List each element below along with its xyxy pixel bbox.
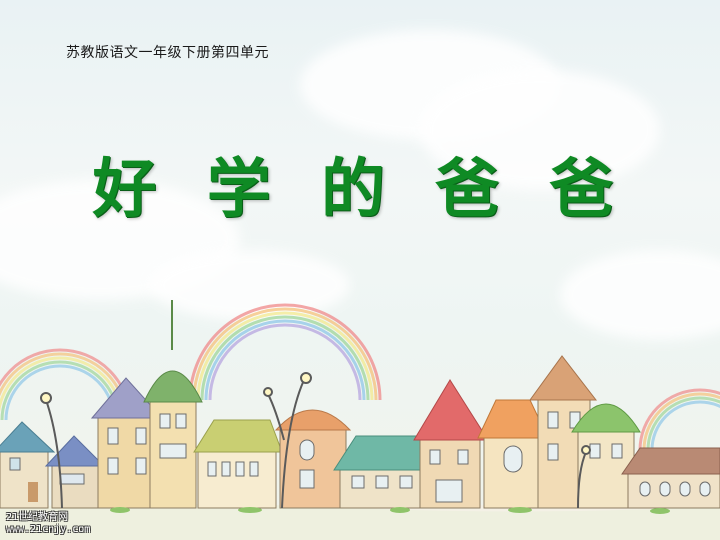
cloud-icon [150, 250, 350, 320]
house-icon [193, 419, 283, 509]
rainbow-icon [188, 303, 382, 401]
street-lamp-icon [40, 392, 63, 509]
rainbow-icon [638, 388, 720, 451]
house-icon [333, 435, 437, 509]
watermark: 21世纪教育网 www.21cnjy.com [6, 512, 90, 536]
house-icon [274, 409, 352, 509]
slide-title: 好 学 的 爸 爸 [92, 153, 628, 227]
street-lamp-icon [577, 445, 591, 509]
house-icon [0, 421, 56, 509]
cloud-icon [420, 70, 660, 190]
house-icon [143, 300, 203, 509]
house-icon [413, 379, 489, 509]
watermark-line1: 21世纪教育网 [6, 512, 69, 523]
cloud-icon [560, 250, 720, 340]
watermark-line2: www.21cnjy.com [6, 524, 91, 535]
street-lamp-icon [263, 372, 312, 509]
house-icon [44, 435, 106, 509]
grass-decoration [110, 507, 670, 514]
house-icon [621, 447, 720, 509]
house-icon [477, 399, 549, 509]
slide-subtitle: 苏教版语文一年级下册第四单元 [66, 45, 269, 61]
